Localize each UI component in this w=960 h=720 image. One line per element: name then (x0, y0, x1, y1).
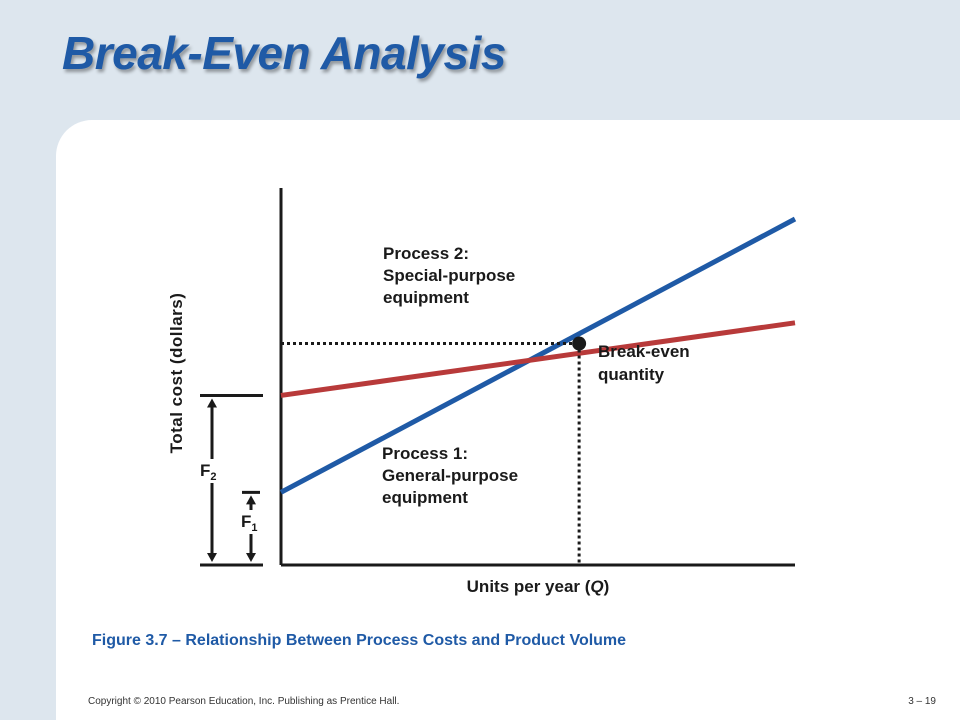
f2-arrow-up (207, 398, 217, 408)
process-1-label-line-3: equipment (382, 488, 468, 507)
process-2-label-line-3: equipment (383, 288, 469, 307)
y-axis-label: Total cost (dollars) (167, 293, 186, 454)
slide-number: 3 – 19 (908, 696, 936, 707)
f2-arrow-down (207, 553, 217, 562)
f2-label-bg (198, 459, 220, 483)
process-2-label-line-1: Process 2: (383, 244, 469, 263)
process-1-label-line-1: Process 1: (382, 444, 468, 463)
f1-arrow-down (246, 553, 256, 562)
process-2-label-line-2: Special-purpose (383, 266, 515, 285)
f2-label: F2 (200, 461, 217, 483)
series-line-process-2 (280, 320, 796, 398)
figure-caption: Figure 3.7 – Relationship Between Proces… (92, 632, 627, 649)
process-1-label-line-2: General-purpose (382, 466, 518, 485)
x-axis-label: Units per year (Q) (467, 577, 610, 596)
series-line-process-1 (279, 216, 797, 495)
f1-arrow-up (246, 495, 256, 505)
slide-title: Break-Even Analysis (62, 27, 506, 79)
copyright-text: Copyright © 2010 Pearson Education, Inc.… (88, 696, 400, 707)
break-even-label-line-1: Break-even (598, 342, 690, 361)
f1-label: F1 (241, 512, 258, 534)
content-panel (56, 120, 960, 720)
break-even-point (572, 336, 587, 351)
break-even-label-line-2: quantity (598, 365, 665, 384)
f1-label-bg (239, 510, 261, 534)
